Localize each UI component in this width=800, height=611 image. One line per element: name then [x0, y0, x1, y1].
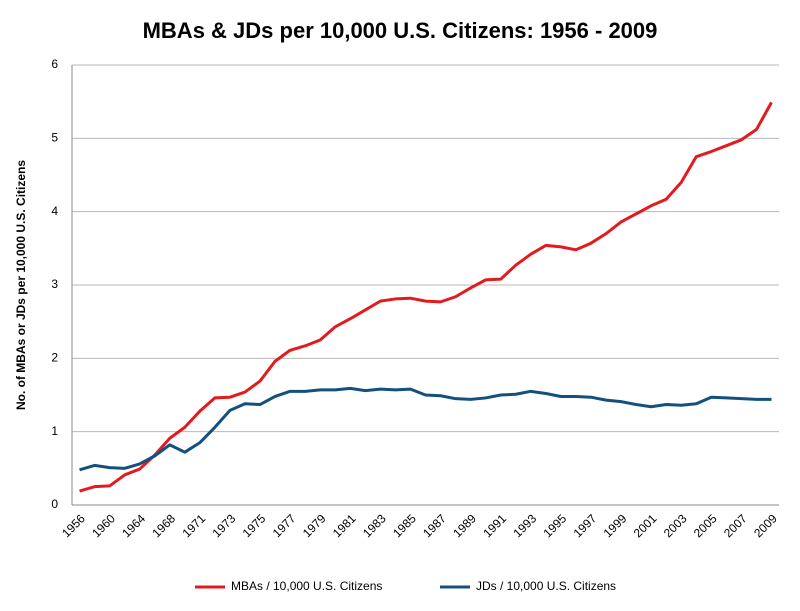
x-tick-label: 1973: [210, 511, 239, 540]
x-tick-label: 1995: [540, 511, 569, 540]
x-tick-label: 1993: [510, 511, 539, 540]
x-tick-label: 1999: [601, 511, 630, 540]
x-tick-label: 1997: [571, 511, 600, 540]
series-line: [79, 386, 772, 472]
y-axis-title: No. of MBAs or JDs per 10,000 U.S. Citiz…: [14, 160, 28, 410]
y-tick-label: 0: [51, 497, 58, 511]
x-tick-label: 1981: [330, 511, 359, 540]
x-tick-label: 1989: [450, 511, 479, 540]
x-tick-label: 1985: [390, 511, 419, 540]
x-tick-label: 2003: [661, 511, 690, 540]
x-tick-label: 1983: [360, 511, 389, 540]
x-tick-label: 1975: [240, 511, 269, 540]
x-tick-label: 1956: [59, 511, 88, 540]
x-tick-label: 2005: [691, 511, 720, 540]
y-tick-label: 4: [51, 204, 58, 218]
x-tick-label: 2007: [721, 511, 750, 540]
x-tick-label: 1991: [480, 511, 509, 540]
x-tick-label: 1968: [149, 511, 178, 540]
x-tick-label: 2001: [631, 511, 660, 540]
y-tick-label: 3: [51, 277, 58, 291]
chart-title: MBAs & JDs per 10,000 U.S. Citizens: 195…: [143, 18, 658, 43]
x-tick-label: 1960: [89, 511, 118, 540]
legend-label: JDs / 10,000 U.S. Citizens: [476, 579, 616, 593]
y-tick-label: 6: [51, 57, 58, 71]
x-tick-label: 2009: [751, 511, 780, 540]
x-tick-label: 1979: [300, 511, 329, 540]
y-tick-label: 1: [51, 424, 58, 438]
x-tick-label: 1964: [119, 511, 148, 540]
series-line: [79, 101, 773, 493]
x-tick-label: 1987: [420, 511, 449, 540]
x-tick-label: 1977: [270, 511, 299, 540]
x-tick-label: 1971: [179, 511, 208, 540]
y-tick-label: 2: [51, 351, 58, 365]
legend-label: MBAs / 10,000 U.S. Citizens: [231, 579, 382, 593]
y-tick-label: 5: [51, 131, 58, 145]
